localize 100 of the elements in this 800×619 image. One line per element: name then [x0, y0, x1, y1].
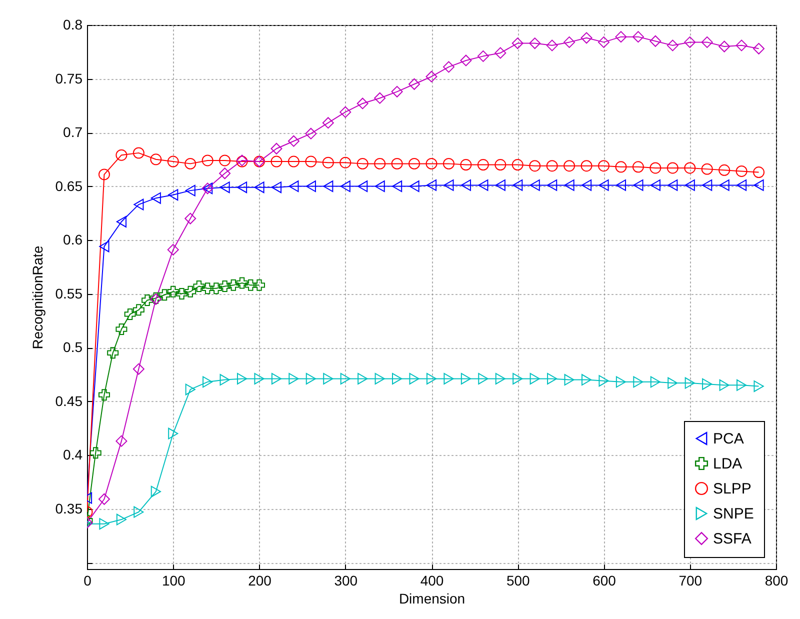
point	[494, 159, 506, 170]
point	[650, 35, 662, 47]
point	[460, 179, 471, 191]
point	[340, 372, 350, 384]
point	[702, 179, 712, 191]
x-tick-label: 600	[592, 572, 616, 588]
point	[98, 389, 110, 401]
point	[323, 180, 334, 192]
point	[167, 286, 179, 298]
point	[98, 168, 110, 180]
point	[718, 40, 730, 52]
point	[270, 142, 282, 154]
y-axis-title: RecognitionRate	[29, 246, 46, 350]
point	[564, 36, 576, 48]
point	[132, 363, 144, 375]
point	[305, 156, 317, 168]
point	[150, 192, 161, 204]
point	[219, 168, 231, 180]
point	[650, 179, 660, 191]
point	[254, 372, 264, 384]
point	[477, 50, 489, 62]
point	[444, 372, 454, 384]
point	[116, 514, 126, 526]
point	[236, 277, 248, 289]
point	[306, 180, 316, 192]
point	[616, 179, 626, 191]
point	[736, 379, 747, 391]
y-tick-label: 0.55	[55, 285, 83, 302]
point	[374, 372, 385, 384]
point	[150, 154, 162, 166]
point	[512, 372, 523, 384]
point	[564, 179, 574, 191]
point	[684, 162, 696, 174]
point	[358, 372, 368, 384]
point	[134, 506, 144, 518]
point	[356, 98, 368, 110]
point	[512, 38, 524, 50]
point	[736, 179, 747, 191]
point	[408, 78, 420, 90]
point	[580, 32, 592, 44]
point	[323, 372, 334, 384]
point	[305, 128, 317, 140]
point	[168, 189, 178, 201]
point	[719, 179, 730, 191]
point	[168, 428, 178, 440]
point	[236, 372, 248, 384]
point	[701, 36, 713, 48]
point	[98, 493, 110, 505]
y-tick-label: 0.35	[55, 500, 83, 516]
point	[547, 372, 558, 384]
point	[753, 166, 765, 178]
point	[176, 288, 188, 300]
x-tick-label: 0	[84, 572, 92, 588]
point	[409, 180, 420, 192]
y-tick-label: 0.4	[63, 446, 83, 463]
x-tick-label: 200	[248, 572, 272, 588]
point	[426, 70, 438, 82]
point	[202, 376, 213, 388]
point	[702, 378, 712, 390]
legend-label: SLPP	[713, 480, 752, 498]
point	[184, 158, 196, 170]
point	[185, 384, 196, 396]
point	[392, 372, 402, 384]
point	[494, 47, 506, 59]
point	[391, 158, 403, 170]
legend-label: SNPE	[713, 506, 754, 522]
point	[210, 282, 222, 294]
x-tick-label: 400	[420, 572, 444, 588]
point	[754, 380, 764, 392]
point	[460, 54, 472, 66]
point	[219, 154, 231, 166]
point	[142, 294, 154, 306]
point	[530, 179, 540, 191]
point	[633, 179, 644, 191]
point	[530, 372, 540, 384]
point	[340, 156, 352, 168]
point	[90, 447, 102, 459]
point	[598, 160, 610, 172]
point	[107, 347, 119, 359]
point	[442, 61, 454, 73]
point	[478, 179, 488, 191]
point	[598, 375, 609, 387]
point	[220, 374, 230, 386]
point	[684, 36, 696, 48]
point	[684, 179, 695, 191]
point	[254, 279, 265, 291]
point	[254, 182, 264, 194]
point	[478, 372, 488, 384]
point	[753, 42, 765, 54]
point	[426, 372, 437, 384]
point	[460, 159, 472, 170]
y-tick-label: 0.65	[55, 178, 83, 194]
point	[271, 372, 282, 384]
y-tick-label: 0.5	[63, 339, 83, 356]
point	[668, 179, 678, 191]
legend-label: SSFA	[713, 530, 752, 548]
point	[99, 518, 110, 530]
point	[306, 372, 316, 384]
y-tick-label: 0.7	[63, 124, 83, 140]
point	[236, 182, 248, 194]
